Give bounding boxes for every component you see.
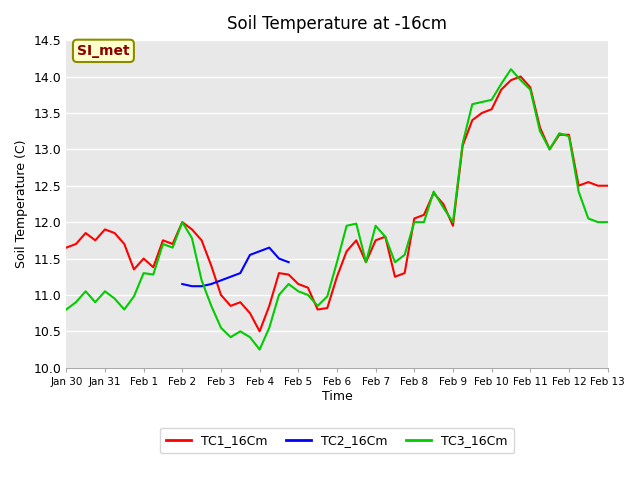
- TC1_16Cm: [304, 285, 312, 290]
- TC2_16Cm: [275, 256, 283, 262]
- TC1_16Cm: [516, 73, 524, 79]
- Title: Soil Temperature at -16cm: Soil Temperature at -16cm: [227, 15, 447, 33]
- TC3_16Cm: [304, 292, 312, 298]
- TC1_16Cm: [449, 223, 457, 228]
- TC2_16Cm: [246, 252, 254, 258]
- TC3_16Cm: [440, 204, 447, 210]
- TC1_16Cm: [604, 183, 611, 189]
- TC1_16Cm: [256, 328, 264, 334]
- TC2_16Cm: [236, 270, 244, 276]
- TC3_16Cm: [63, 307, 70, 312]
- Line: TC3_16Cm: TC3_16Cm: [67, 69, 607, 349]
- TC2_16Cm: [266, 245, 273, 251]
- TC2_16Cm: [207, 281, 215, 287]
- TC1_16Cm: [440, 201, 447, 207]
- TC3_16Cm: [256, 347, 264, 352]
- TC1_16Cm: [82, 230, 90, 236]
- Legend: TC1_16Cm, TC2_16Cm, TC3_16Cm: TC1_16Cm, TC2_16Cm, TC3_16Cm: [160, 428, 514, 453]
- Y-axis label: Soil Temperature (C): Soil Temperature (C): [15, 140, 28, 268]
- TC2_16Cm: [198, 283, 205, 289]
- TC3_16Cm: [604, 219, 611, 225]
- Text: SI_met: SI_met: [77, 44, 130, 58]
- TC1_16Cm: [92, 238, 99, 243]
- TC2_16Cm: [285, 259, 292, 265]
- TC3_16Cm: [92, 300, 99, 305]
- TC3_16Cm: [507, 66, 515, 72]
- TC3_16Cm: [449, 219, 457, 225]
- TC2_16Cm: [227, 274, 234, 280]
- TC3_16Cm: [207, 303, 215, 309]
- Line: TC1_16Cm: TC1_16Cm: [67, 76, 607, 331]
- X-axis label: Time: Time: [321, 390, 353, 403]
- TC2_16Cm: [179, 281, 186, 287]
- TC3_16Cm: [82, 288, 90, 294]
- TC1_16Cm: [63, 245, 70, 251]
- TC2_16Cm: [188, 283, 196, 289]
- TC1_16Cm: [207, 263, 215, 269]
- TC2_16Cm: [217, 277, 225, 283]
- Line: TC2_16Cm: TC2_16Cm: [182, 248, 289, 286]
- TC2_16Cm: [256, 248, 264, 254]
